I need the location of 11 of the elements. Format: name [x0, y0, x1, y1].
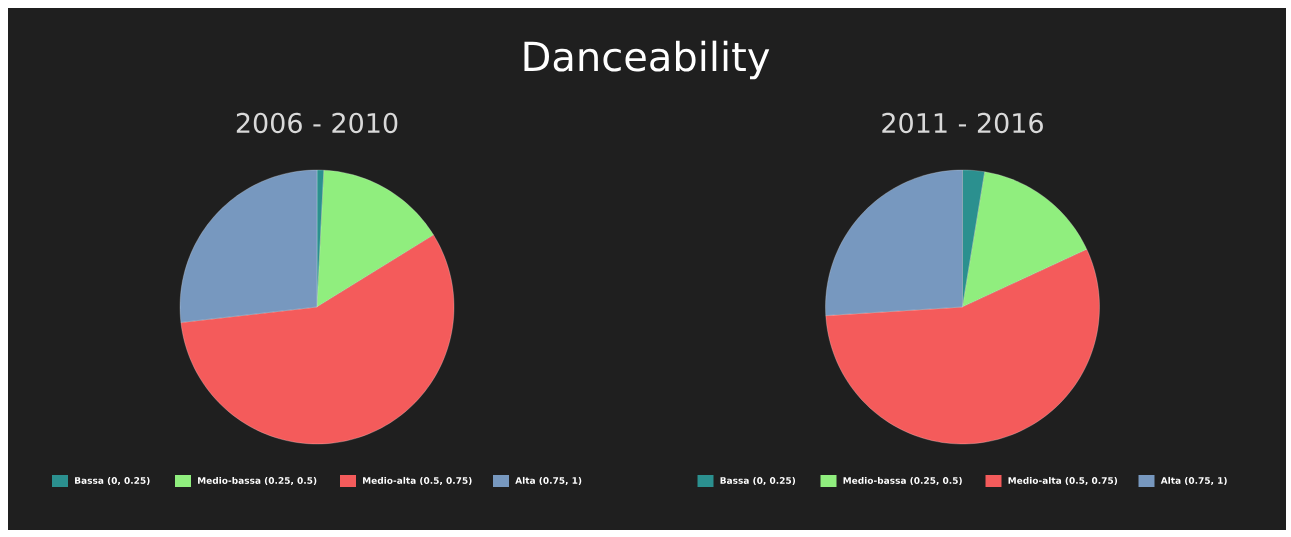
- legend-label: Medio-alta (0.5, 0.75): [363, 476, 472, 486]
- chart-title: Danceability: [524, 40, 770, 80]
- legend-label: Medio-bassa (0.25, 0.5): [843, 476, 962, 486]
- legend-label: Alta (0.75, 1): [515, 476, 582, 486]
- legend-label: Bassa (0, 0.25): [720, 476, 796, 486]
- legend-label: Medio-bassa (0.25, 0.5): [198, 476, 317, 486]
- legend-label: Medio-alta (0.5, 0.75): [1008, 476, 1118, 486]
- legend-label: Alta (0.75, 1): [1160, 476, 1227, 486]
- chart-subtitle: 2011 - 2016: [882, 112, 1043, 134]
- chart-subtitle: 2006 - 2010: [236, 112, 398, 134]
- legend-label: Bassa (0, 0.25): [75, 476, 150, 486]
